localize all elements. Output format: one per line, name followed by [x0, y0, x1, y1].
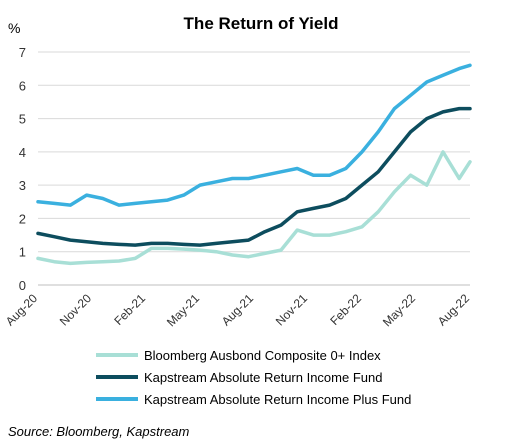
x-tick-label: Aug-21 — [219, 291, 256, 328]
legend-swatch — [96, 353, 138, 357]
x-tick-label: Aug-20 — [3, 291, 40, 328]
y-tick-label: 5 — [19, 112, 26, 127]
x-tick-label: Nov-20 — [57, 291, 94, 328]
legend-label: Kapstream Absolute Return Income Fund — [144, 369, 383, 385]
y-tick-label: 3 — [19, 178, 26, 193]
y-tick-label: 1 — [19, 245, 26, 260]
series-line-1 — [36, 150, 472, 266]
x-tick-label: Nov-21 — [273, 291, 310, 328]
line-chart: 0 1 2 3 4 5 6 7 Aug-20 Nov-20 Feb-21 May-21 Aug-21 No… — [3, 45, 472, 329]
legend-label: Kapstream Absolute Return Income Plus Fu… — [144, 391, 412, 407]
legend-swatch — [96, 397, 138, 401]
x-tick-label: May-22 — [380, 291, 418, 329]
y-axis-unit-label: % — [8, 20, 21, 36]
y-tick-label: 2 — [19, 211, 26, 226]
y-tick-label: 7 — [19, 45, 26, 60]
chart-title: The Return of Yield — [183, 14, 339, 33]
x-tick-label: Aug-22 — [435, 291, 472, 328]
x-tick-label: Feb-21 — [111, 291, 148, 328]
source-note: Source: Bloomberg, Kapstream — [8, 424, 190, 439]
legend-swatch — [96, 375, 138, 379]
legend-item: Bloomberg Ausbond Composite 0+ Index — [96, 344, 411, 366]
legend: Bloomberg Ausbond Composite 0+ Index Kaps… — [96, 344, 411, 410]
legend-item: Kapstream Absolute Return Income Plus Fu… — [96, 388, 411, 410]
x-tick-label: Feb-22 — [327, 291, 364, 328]
legend-label: Bloomberg Ausbond Composite 0+ Index — [144, 347, 381, 363]
series-line-3 — [36, 63, 472, 207]
y-tick-label: 6 — [19, 78, 26, 93]
legend-item: Kapstream Absolute Return Income Fund — [96, 366, 411, 388]
y-tick-label: 4 — [19, 145, 26, 160]
x-tick-label: May-21 — [164, 291, 202, 329]
y-tick-label: 0 — [19, 278, 26, 293]
series-line-2 — [36, 106, 472, 247]
